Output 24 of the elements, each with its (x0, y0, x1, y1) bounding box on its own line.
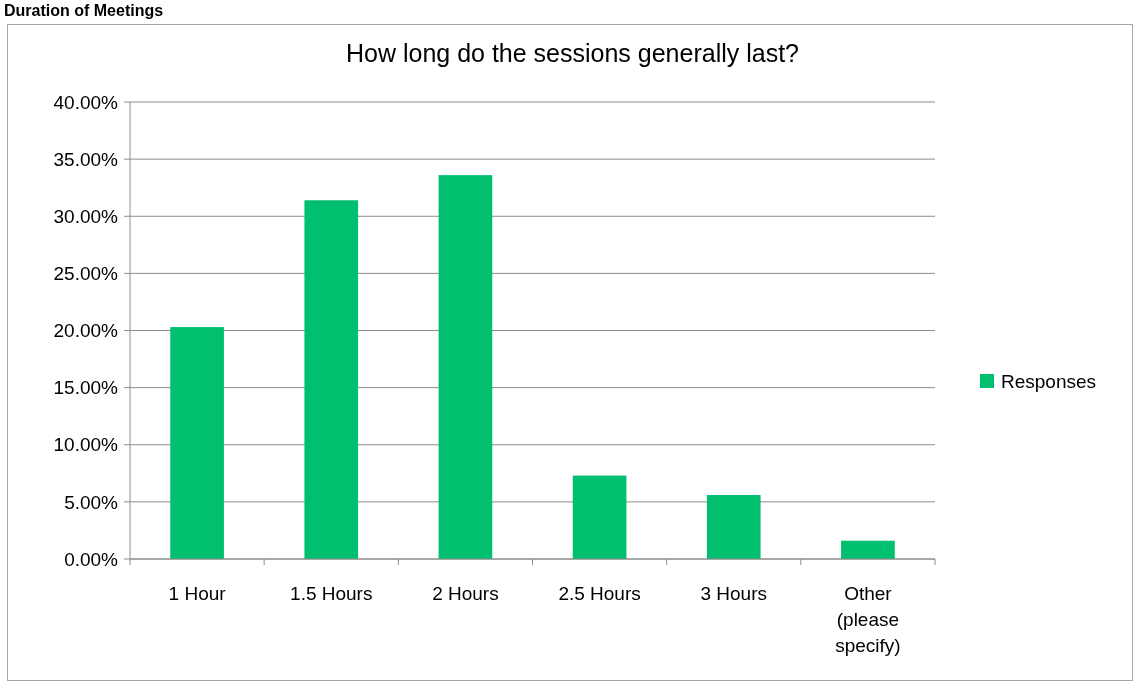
bar (841, 540, 895, 559)
legend-label: Responses (1001, 370, 1097, 392)
chart-title: How long do the sessions generally last? (345, 39, 800, 67)
x-tick-label: 1 Hour (168, 583, 227, 604)
x-tick-label: 1.5 Hours (290, 583, 373, 604)
y-tick-label: 35.00% (53, 148, 119, 170)
bar (438, 175, 493, 559)
x-tick-label: 2.5 Hours (558, 583, 641, 604)
y-tick-label: 25.00% (53, 263, 119, 285)
y-tick-label: 40.00% (53, 91, 119, 113)
bar (304, 200, 359, 559)
y-tick-label: 20.00% (53, 320, 119, 342)
bar (572, 475, 627, 559)
y-tick-label: 10.00% (53, 434, 119, 456)
x-tick-label: 3 Hours (700, 583, 768, 604)
x-tick-label: Other (please specify) (835, 583, 901, 656)
y-tick-label: 0.00% (64, 548, 119, 570)
text: Duration of Meetings (4, 2, 164, 19)
bar (170, 327, 224, 559)
y-tick-label: 15.00% (53, 377, 119, 399)
x-tick-label: 2 Hours (432, 583, 499, 604)
bar (706, 495, 761, 559)
y-tick-label: 5.00% (64, 491, 119, 513)
y-tick-label: 30.00% (53, 205, 119, 227)
